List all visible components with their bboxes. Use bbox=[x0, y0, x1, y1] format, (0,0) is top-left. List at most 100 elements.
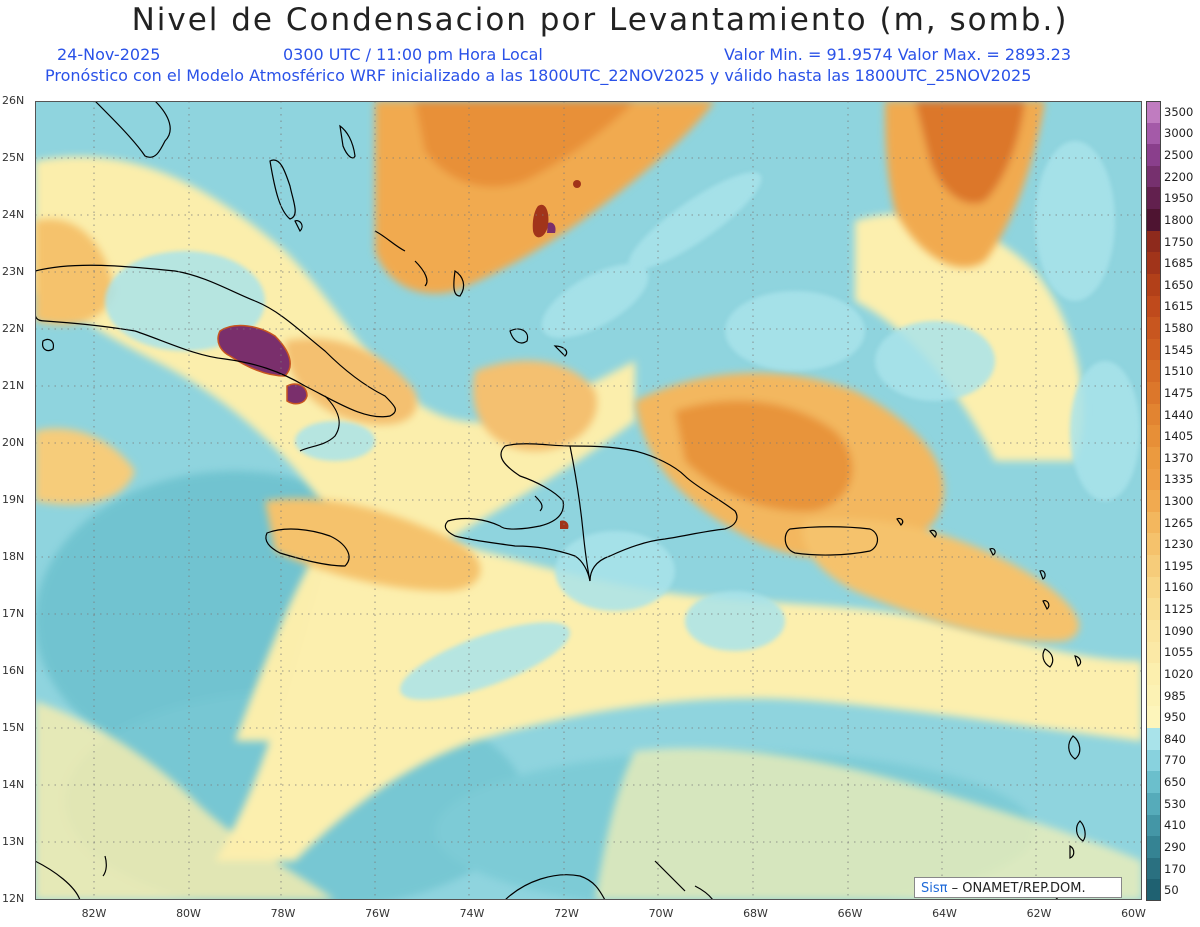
legend-label: 50 bbox=[1164, 883, 1179, 898]
legend-label: 1510 bbox=[1164, 364, 1194, 379]
legend-label: 1230 bbox=[1164, 537, 1194, 552]
legend-swatch bbox=[1146, 749, 1161, 772]
lon-label-72w: 72W bbox=[554, 907, 579, 920]
legend-label: 410 bbox=[1164, 818, 1186, 833]
legend-label: 1370 bbox=[1164, 450, 1194, 465]
legend-swatch bbox=[1146, 165, 1161, 188]
legend-label: 1650 bbox=[1164, 277, 1194, 292]
lon-label-62w: 62W bbox=[1026, 907, 1052, 920]
legend-swatch bbox=[1146, 187, 1161, 210]
legend-label: 840 bbox=[1164, 731, 1186, 746]
legend-swatch bbox=[1146, 360, 1161, 383]
lat-lon-grid bbox=[35, 101, 1142, 900]
legend-label: 1475 bbox=[1164, 385, 1194, 400]
legend-swatch bbox=[1146, 576, 1161, 599]
lat-label-23n: 23N bbox=[2, 265, 25, 278]
lat-label-21n: 21N bbox=[2, 379, 25, 392]
legend-swatch bbox=[1146, 728, 1161, 751]
credit-box: Sisπ – ONAMET/REP.DOM. bbox=[914, 877, 1122, 898]
legend-label: 1020 bbox=[1164, 666, 1194, 681]
legend-label: 770 bbox=[1164, 753, 1186, 768]
legend-label: 2200 bbox=[1164, 169, 1194, 184]
legend-swatch bbox=[1146, 122, 1161, 145]
legend-label: 530 bbox=[1164, 796, 1186, 811]
legend-swatch bbox=[1146, 857, 1161, 880]
lon-label-78w: 78W bbox=[270, 907, 296, 920]
legend-swatch bbox=[1146, 382, 1161, 405]
lon-label-80w: 80W bbox=[176, 907, 201, 920]
legend-swatch bbox=[1146, 814, 1161, 837]
legend-swatch bbox=[1146, 101, 1161, 124]
legend-label: 985 bbox=[1164, 688, 1186, 703]
legend-label: 170 bbox=[1164, 861, 1186, 876]
lat-label-22n: 22N bbox=[2, 322, 25, 335]
lat-label-14n: 14N bbox=[2, 778, 25, 791]
forecast-time: 0300 UTC / 11:00 pm Hora Local bbox=[283, 45, 543, 64]
lat-label-15n: 15N bbox=[2, 721, 25, 734]
legend-swatch bbox=[1146, 663, 1161, 686]
legend-swatch bbox=[1146, 338, 1161, 361]
legend-label: 290 bbox=[1164, 839, 1186, 854]
legend-label: 1090 bbox=[1164, 623, 1194, 638]
legend-swatch bbox=[1146, 511, 1161, 534]
legend-label: 2500 bbox=[1164, 148, 1194, 163]
lat-label-13n: 13N bbox=[2, 835, 25, 848]
legend-label: 1335 bbox=[1164, 472, 1194, 487]
legend-swatch bbox=[1146, 317, 1161, 340]
legend-swatch bbox=[1146, 598, 1161, 621]
legend-label: 1800 bbox=[1164, 212, 1194, 227]
lat-label-18n: 18N bbox=[2, 550, 25, 563]
legend-swatch bbox=[1146, 230, 1161, 253]
legend-swatch bbox=[1146, 295, 1161, 318]
lat-label-17n: 17N bbox=[2, 607, 25, 620]
legend-swatch bbox=[1146, 490, 1161, 513]
legend-swatch bbox=[1146, 144, 1161, 167]
lon-label-70w: 70W bbox=[648, 907, 674, 920]
legend-label: 3000 bbox=[1164, 126, 1194, 141]
forecast-date: 24-Nov-2025 bbox=[57, 45, 161, 64]
condensation-level-map bbox=[34, 100, 1142, 911]
legend-swatch bbox=[1146, 792, 1161, 815]
legend-frame bbox=[1146, 101, 1161, 901]
legend-label: 1300 bbox=[1164, 494, 1194, 508]
legend-label: 1055 bbox=[1164, 645, 1194, 660]
coastlines bbox=[34, 100, 1086, 901]
lat-label-16n: 16N bbox=[2, 664, 25, 677]
legend-swatch bbox=[1146, 468, 1161, 491]
legend-swatch bbox=[1146, 273, 1161, 297]
legend-swatch bbox=[1146, 555, 1161, 578]
lon-label-76w: 76W bbox=[365, 907, 390, 920]
lat-label-20n: 20N bbox=[2, 436, 25, 449]
legend-label: 1615 bbox=[1164, 299, 1194, 314]
color-legend: 3500 3000 2500 2200 1950 1800 1750 1685 1650 1615… bbox=[1146, 101, 1200, 903]
legend-label: 1160 bbox=[1164, 580, 1194, 595]
legend-label: 3500 bbox=[1164, 104, 1194, 119]
legend-label: 1195 bbox=[1164, 558, 1194, 573]
legend-swatch bbox=[1146, 706, 1161, 729]
lon-label-64w: 64W bbox=[932, 907, 957, 920]
legend-swatch bbox=[1146, 446, 1161, 470]
legend-swatch bbox=[1146, 533, 1161, 556]
legend-label: 1545 bbox=[1164, 342, 1194, 357]
legend-label: 1265 bbox=[1164, 515, 1194, 530]
lon-label-66w: 66W bbox=[837, 907, 863, 920]
legend-label: 950 bbox=[1164, 710, 1186, 725]
legend-swatch bbox=[1146, 836, 1161, 859]
legend-swatch bbox=[1146, 425, 1161, 448]
legend-label: 1125 bbox=[1164, 602, 1194, 617]
lon-label-74w: 74W bbox=[459, 907, 485, 920]
sispi-logo: Sisπ bbox=[921, 881, 948, 896]
legend-label: 1405 bbox=[1164, 429, 1194, 444]
model-description: Pronóstico con el Modelo Atmosférico WRF… bbox=[45, 66, 1032, 85]
lon-label-60w: 60W bbox=[1121, 907, 1146, 920]
legend-swatch bbox=[1146, 641, 1161, 664]
lat-label-25n: 25N bbox=[2, 151, 25, 164]
credit-org: – ONAMET/REP.DOM. bbox=[951, 881, 1086, 896]
min-max-values: Valor Min. = 91.9574 Valor Max. = 2893.2… bbox=[724, 45, 1072, 64]
legend-label: 1685 bbox=[1164, 256, 1194, 271]
legend-label: 1440 bbox=[1164, 407, 1194, 422]
map-title: Nivel de Condensacion por Levantamiento … bbox=[131, 2, 1069, 38]
legend-label: 1580 bbox=[1164, 321, 1194, 336]
legend-label: 650 bbox=[1164, 775, 1186, 790]
legend-label: 1750 bbox=[1164, 234, 1194, 249]
